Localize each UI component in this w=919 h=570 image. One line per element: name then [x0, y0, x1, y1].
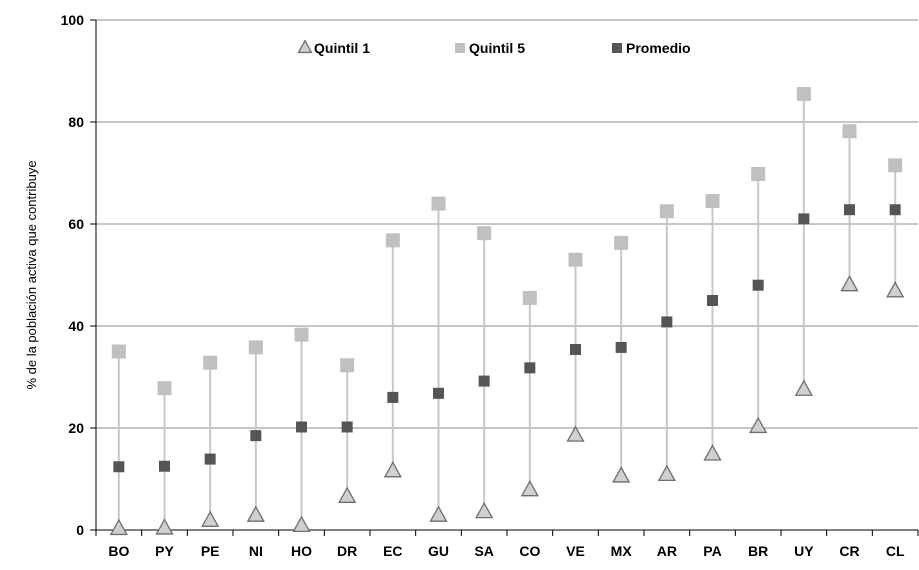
quintil-1-point — [383, 461, 402, 478]
legend-quintil-1-marker — [297, 39, 313, 54]
legend-label: Quintil 1 — [314, 40, 370, 56]
promedio-point — [661, 316, 673, 328]
promedio-point — [113, 461, 125, 473]
x-tick-label: GU — [428, 543, 449, 559]
quintil-1-point — [794, 379, 813, 396]
grid-lines — [96, 19, 918, 429]
quintil-1-point — [292, 515, 311, 533]
promedio-point — [341, 421, 353, 433]
quintil-1-point — [109, 518, 128, 536]
x-tick-labels: BO PY PE NI HO DR EC GU SA CO VE MX AR PA BR UY CR CL — [108, 543, 905, 559]
quintil-5-point — [614, 235, 629, 250]
quintil-5-point — [294, 327, 309, 342]
quintil-1-point — [429, 505, 448, 522]
promedio-point — [433, 387, 444, 399]
quintil-5-point — [705, 194, 720, 209]
promedio-point — [250, 430, 262, 442]
x-tick-label: SA — [474, 543, 493, 559]
promedio-point — [159, 460, 170, 472]
quintil-1-point — [475, 501, 494, 519]
quintil-5-point — [659, 204, 674, 219]
x-tick-label: PA — [703, 543, 721, 559]
quintil-5-point — [248, 340, 263, 355]
quintil-1-point — [246, 505, 265, 522]
x-tick-label: MX — [611, 543, 633, 559]
x-tick-label: CL — [886, 543, 905, 559]
y-tick-label: 20 — [68, 420, 84, 436]
quintil-5-point — [340, 358, 355, 373]
quintil-5-point — [568, 252, 583, 267]
promedio-point — [387, 391, 399, 403]
quintil-5-point — [385, 233, 400, 248]
quintil-5-point — [111, 344, 126, 359]
quintil-5-point — [842, 124, 857, 139]
x-tick-label: UY — [794, 543, 814, 559]
x-tick-label: BR — [748, 543, 768, 559]
x-tick-label: EC — [383, 543, 402, 559]
x-tick-label: AR — [657, 543, 677, 559]
promedio-point — [478, 375, 490, 387]
data-markers — [109, 86, 905, 536]
legend-quintil-5-marker — [455, 43, 465, 53]
promedio-point — [752, 279, 764, 291]
quintil-1-point — [657, 464, 676, 482]
promedio-point — [615, 341, 627, 353]
quintil-1-point — [840, 274, 859, 292]
quintil-5-point — [751, 167, 766, 182]
quintil-5-point — [431, 196, 446, 211]
quintil-1-point — [520, 479, 539, 497]
y-tick-labels: 0 20 40 60 80 100 — [61, 12, 85, 538]
quintil-5-point — [477, 226, 492, 241]
quintil-1-point — [612, 466, 631, 483]
legend-promedio-marker — [612, 43, 622, 53]
x-tick-label: DR — [337, 543, 357, 559]
quintil-1-point — [749, 416, 768, 434]
quintil-1-point — [201, 510, 220, 527]
quintil-5-point — [522, 290, 537, 305]
legend: Quintil 1 Quintil 5 Promedio — [297, 39, 691, 56]
range-lines — [117, 93, 897, 529]
promedio-point — [204, 453, 216, 465]
quintil-1-point — [155, 518, 174, 535]
promedio-point — [570, 343, 581, 355]
y-tick-label: 100 — [61, 12, 85, 28]
x-tick-label: VE — [566, 543, 585, 559]
axes — [90, 19, 919, 536]
x-tick-label: PE — [201, 543, 220, 559]
y-tick-label: 40 — [68, 318, 84, 334]
y-tick-label: 80 — [68, 114, 84, 130]
quintil-5-point — [157, 381, 172, 396]
y-tick-label: 0 — [76, 522, 84, 538]
promedio-point — [844, 204, 855, 216]
promedio-point — [524, 362, 536, 374]
promedio-point — [798, 213, 810, 225]
promedio-point — [889, 204, 901, 216]
quintil-1-point — [886, 281, 905, 298]
legend-label: Promedio — [626, 40, 691, 56]
quintil-1-point — [566, 425, 585, 442]
quintil-5-point — [796, 86, 811, 101]
x-tick-label: PY — [155, 543, 174, 559]
x-tick-label: CO — [519, 543, 540, 559]
x-tick-label: HO — [291, 543, 312, 559]
quintil-1-point — [338, 486, 357, 503]
quintil-5-point — [203, 355, 218, 370]
legend-label: Quintil 5 — [469, 40, 525, 56]
quintil-5-point — [888, 158, 903, 173]
promedio-point — [296, 421, 307, 433]
x-tick-label: CR — [839, 543, 859, 559]
y-axis-label: % de la población activa que contribuye — [24, 160, 39, 389]
x-tick-label: NI — [249, 543, 263, 559]
promedio-point — [707, 295, 718, 306]
quintil-1-point — [703, 444, 722, 461]
x-tick-label: BO — [108, 543, 129, 559]
y-tick-label: 60 — [68, 216, 84, 232]
